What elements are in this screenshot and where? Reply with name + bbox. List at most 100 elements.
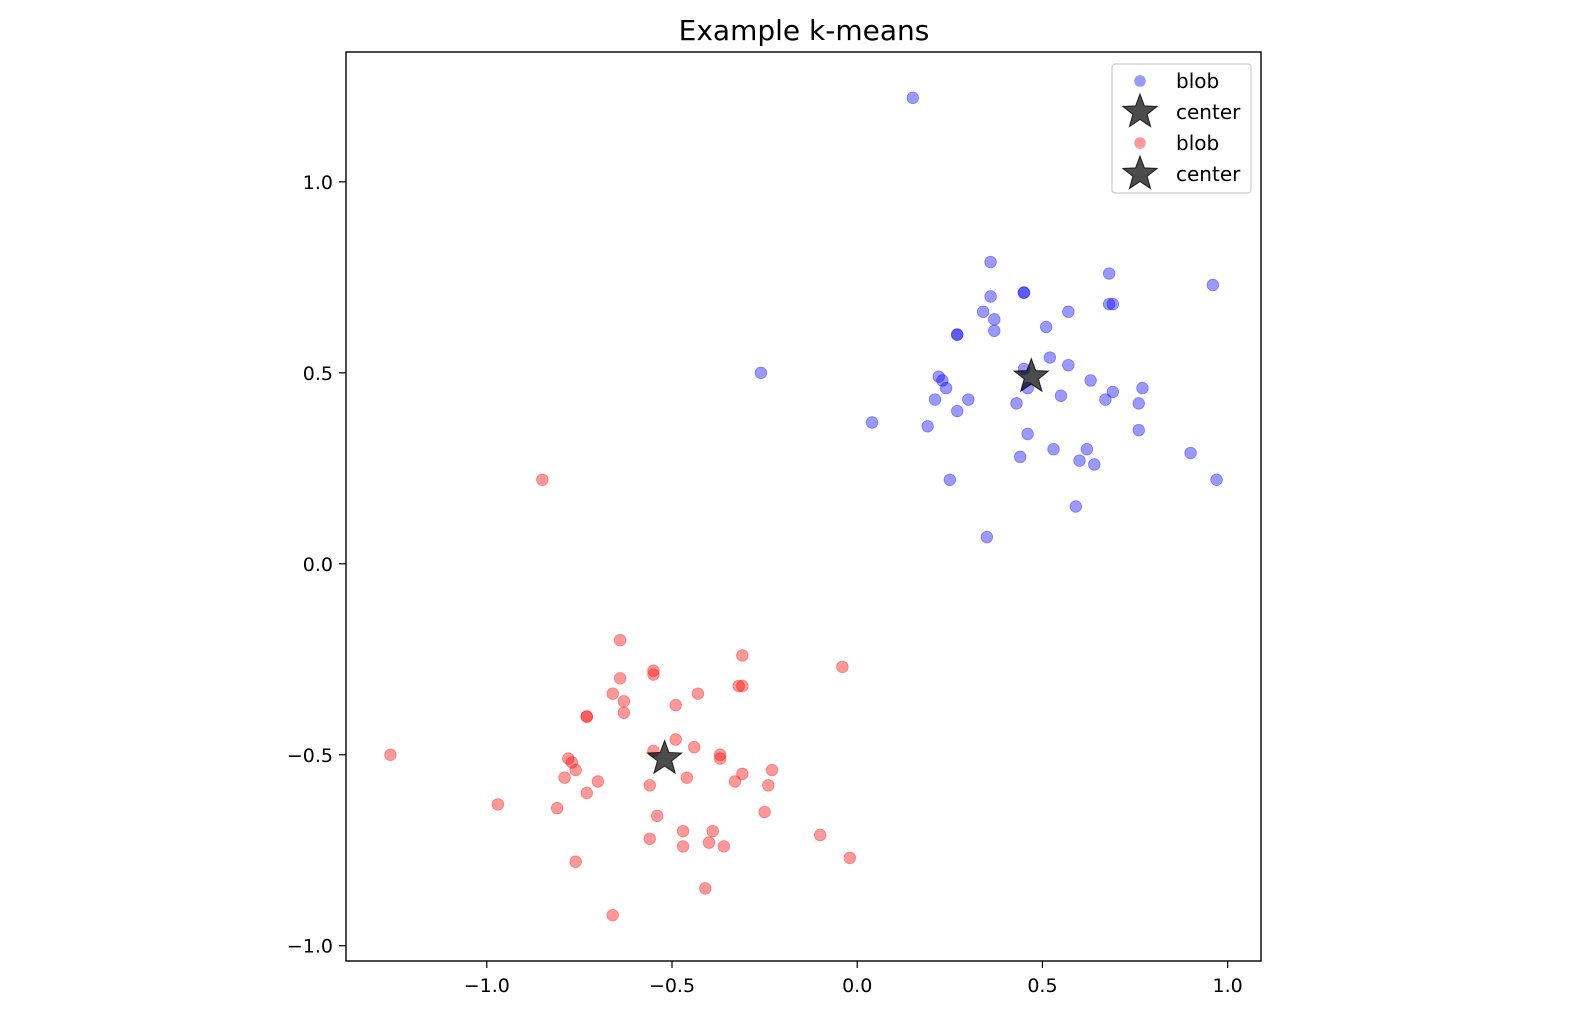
x-tick-label: 0.5 [1027, 975, 1057, 997]
data-point [1062, 305, 1075, 318]
data-point [1080, 443, 1094, 456]
legend-star-icon [1121, 154, 1159, 190]
data-point [732, 679, 745, 693]
data-point [836, 660, 849, 674]
data-point [691, 687, 705, 700]
data-point [569, 855, 582, 868]
data-point [728, 775, 742, 788]
data-point [1210, 473, 1223, 486]
data-point [762, 779, 775, 792]
data-point [1043, 351, 1057, 364]
data-point [680, 771, 694, 784]
data-point [1010, 397, 1023, 410]
data-point [843, 851, 857, 865]
data-point [951, 328, 964, 341]
data-point [669, 733, 682, 746]
data-point [558, 771, 571, 784]
data-point [962, 393, 975, 406]
data-point [565, 756, 579, 769]
data-point [758, 805, 771, 819]
data-point [1073, 454, 1086, 467]
data-point [976, 305, 990, 318]
data-point [951, 328, 964, 341]
data-point [988, 313, 1001, 326]
y-tick-label: −0.5 [287, 745, 333, 767]
data-point [1069, 500, 1082, 513]
data-point [702, 836, 716, 849]
data-point [754, 366, 768, 380]
x-tick-label: −1.0 [464, 975, 510, 997]
data-point [384, 748, 397, 761]
data-point [669, 698, 682, 712]
data-point [606, 687, 619, 700]
data-point [491, 798, 505, 811]
data-point [943, 473, 957, 486]
data-point [1039, 320, 1053, 334]
data-point [699, 882, 712, 895]
data-point [562, 752, 575, 765]
data-point [643, 832, 656, 845]
data-point [1017, 286, 1031, 299]
legend-label: blob [1176, 69, 1219, 93]
data-point [1102, 297, 1116, 311]
legend-marker [1134, 75, 1146, 87]
data-point [984, 255, 997, 269]
data-point [936, 374, 949, 387]
data-point [580, 786, 593, 800]
data-point [1047, 443, 1060, 456]
legend-star-icon [1121, 92, 1159, 128]
y-tick-label: 1.0 [303, 172, 333, 194]
data-point [1132, 397, 1145, 410]
data-point [706, 824, 719, 838]
series-0-blob [754, 91, 1223, 544]
center-star-marker [1012, 357, 1050, 393]
data-point [1136, 381, 1149, 395]
data-point [676, 824, 690, 838]
data-point [1014, 450, 1027, 464]
data-point [939, 381, 953, 395]
data-point [713, 752, 727, 765]
data-point [921, 420, 934, 433]
data-point [951, 404, 964, 418]
data-point [647, 668, 660, 681]
legend-label: center [1176, 100, 1241, 124]
data-point [1132, 423, 1145, 437]
data-point [650, 809, 664, 823]
y-tick-label: 0.5 [303, 363, 333, 385]
data-point [1099, 393, 1112, 406]
y-tick-label: 0.0 [303, 554, 333, 576]
data-point [580, 710, 593, 723]
x-tick-label: 0.0 [842, 975, 872, 997]
data-point [1102, 267, 1116, 280]
data-point [580, 710, 593, 723]
data-point [1017, 286, 1031, 299]
data-point [932, 370, 945, 383]
data-point [713, 748, 727, 761]
data-point [688, 740, 701, 754]
data-point [988, 324, 1001, 338]
center-star-marker [646, 739, 684, 775]
legend-marker [1134, 137, 1146, 149]
series-2-blob [384, 473, 857, 922]
data-point [536, 473, 549, 486]
data-point [865, 416, 879, 429]
data-point [736, 649, 749, 662]
data-point [1084, 374, 1097, 387]
data-point [1206, 278, 1220, 292]
legend-label: blob [1176, 131, 1219, 155]
data-point [980, 530, 994, 544]
data-point [984, 290, 997, 303]
data-point [613, 633, 627, 647]
data-point [676, 840, 690, 853]
series-3-center [646, 739, 684, 775]
y-tick-label: −1.0 [287, 936, 333, 958]
data-point [765, 763, 779, 777]
legend-label: center [1176, 162, 1241, 186]
data-point [1184, 446, 1197, 460]
data-point [606, 908, 619, 922]
chart-title: Example k-means [679, 14, 930, 47]
data-point [717, 840, 731, 853]
data-point [617, 695, 631, 708]
data-point [591, 775, 605, 788]
legend-box [1111, 63, 1252, 194]
